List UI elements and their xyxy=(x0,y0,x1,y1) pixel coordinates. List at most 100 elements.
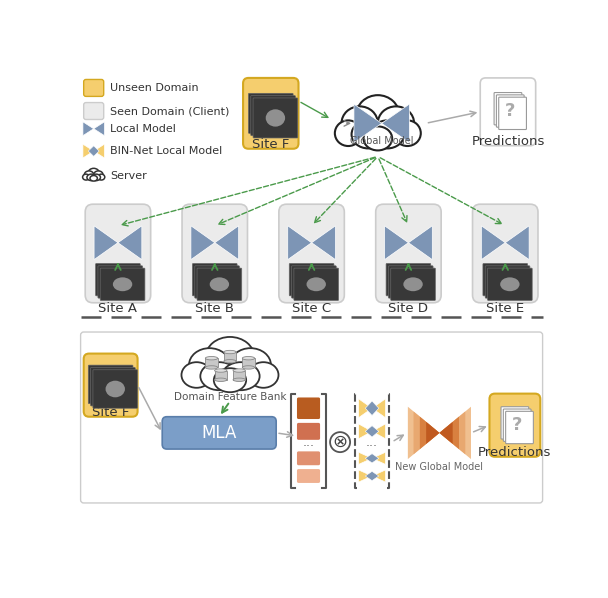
FancyBboxPatch shape xyxy=(391,268,435,300)
Polygon shape xyxy=(372,424,385,439)
Ellipse shape xyxy=(364,126,392,151)
Ellipse shape xyxy=(87,174,95,181)
FancyBboxPatch shape xyxy=(250,96,295,136)
FancyBboxPatch shape xyxy=(496,95,524,127)
FancyBboxPatch shape xyxy=(85,204,151,303)
FancyBboxPatch shape xyxy=(195,266,240,298)
Ellipse shape xyxy=(222,362,260,390)
Text: Site D: Site D xyxy=(389,303,429,315)
Polygon shape xyxy=(288,226,311,260)
FancyBboxPatch shape xyxy=(84,353,137,417)
Ellipse shape xyxy=(113,277,133,291)
FancyBboxPatch shape xyxy=(294,268,339,300)
Polygon shape xyxy=(88,146,99,156)
Polygon shape xyxy=(359,399,372,418)
Polygon shape xyxy=(426,422,440,444)
Polygon shape xyxy=(365,426,379,437)
Polygon shape xyxy=(365,471,379,481)
Polygon shape xyxy=(384,226,409,260)
FancyBboxPatch shape xyxy=(376,204,441,303)
Polygon shape xyxy=(505,226,529,260)
Polygon shape xyxy=(83,122,94,136)
Text: Local Model: Local Model xyxy=(110,124,176,134)
FancyBboxPatch shape xyxy=(499,97,527,130)
Text: ...: ... xyxy=(303,435,314,448)
Text: Global Model: Global Model xyxy=(350,136,413,146)
Ellipse shape xyxy=(200,362,238,390)
Ellipse shape xyxy=(83,174,89,180)
Ellipse shape xyxy=(90,176,97,181)
Text: Site F: Site F xyxy=(92,407,130,419)
Bar xyxy=(233,371,246,380)
Ellipse shape xyxy=(215,369,227,372)
Ellipse shape xyxy=(342,106,378,140)
Ellipse shape xyxy=(233,378,246,382)
Text: Site F: Site F xyxy=(252,138,289,151)
Ellipse shape xyxy=(210,277,229,291)
FancyBboxPatch shape xyxy=(483,264,528,296)
Text: Predictions: Predictions xyxy=(471,135,545,148)
Polygon shape xyxy=(440,407,471,459)
Bar xyxy=(243,358,255,367)
Polygon shape xyxy=(408,407,440,459)
Ellipse shape xyxy=(215,378,227,382)
FancyBboxPatch shape xyxy=(84,103,104,120)
Text: Predictions: Predictions xyxy=(478,447,551,459)
Ellipse shape xyxy=(206,337,254,377)
FancyBboxPatch shape xyxy=(389,266,433,298)
Ellipse shape xyxy=(243,356,255,360)
Ellipse shape xyxy=(206,366,218,369)
Text: Unseen Domain: Unseen Domain xyxy=(110,83,198,93)
Ellipse shape xyxy=(214,368,246,392)
FancyBboxPatch shape xyxy=(289,264,334,296)
Ellipse shape xyxy=(500,277,520,291)
Polygon shape xyxy=(372,470,385,482)
Bar xyxy=(224,352,236,361)
Text: BIN-Net Local Model: BIN-Net Local Model xyxy=(110,146,222,156)
Text: ...: ... xyxy=(366,435,378,448)
Polygon shape xyxy=(191,226,215,260)
FancyBboxPatch shape xyxy=(472,204,538,303)
FancyBboxPatch shape xyxy=(506,411,533,444)
FancyBboxPatch shape xyxy=(501,407,529,439)
Text: ?: ? xyxy=(505,102,516,120)
FancyBboxPatch shape xyxy=(88,365,133,404)
Polygon shape xyxy=(354,104,382,142)
Polygon shape xyxy=(359,452,372,465)
Polygon shape xyxy=(365,401,379,416)
Bar xyxy=(206,358,218,367)
Ellipse shape xyxy=(224,350,236,354)
Text: Seen Domain (Client): Seen Domain (Client) xyxy=(110,106,229,116)
Ellipse shape xyxy=(335,120,362,146)
FancyBboxPatch shape xyxy=(253,98,298,138)
FancyBboxPatch shape xyxy=(297,469,320,483)
FancyBboxPatch shape xyxy=(297,451,320,465)
Polygon shape xyxy=(94,122,105,136)
FancyBboxPatch shape xyxy=(243,78,299,149)
Ellipse shape xyxy=(403,277,423,291)
Ellipse shape xyxy=(85,171,94,179)
Ellipse shape xyxy=(92,174,100,181)
Ellipse shape xyxy=(306,277,326,291)
Polygon shape xyxy=(440,417,459,449)
Ellipse shape xyxy=(378,106,414,140)
Polygon shape xyxy=(420,417,440,449)
Ellipse shape xyxy=(224,359,236,363)
Ellipse shape xyxy=(206,356,218,360)
Text: Site E: Site E xyxy=(486,303,524,315)
Ellipse shape xyxy=(266,109,285,127)
Ellipse shape xyxy=(181,362,212,388)
Polygon shape xyxy=(94,226,118,260)
FancyBboxPatch shape xyxy=(480,78,536,146)
FancyBboxPatch shape xyxy=(297,398,320,419)
FancyBboxPatch shape xyxy=(279,204,344,303)
Ellipse shape xyxy=(351,120,385,148)
FancyBboxPatch shape xyxy=(98,266,143,298)
Circle shape xyxy=(330,432,350,452)
Ellipse shape xyxy=(248,362,278,388)
Polygon shape xyxy=(83,144,94,158)
Polygon shape xyxy=(440,422,453,444)
FancyBboxPatch shape xyxy=(485,266,530,298)
Ellipse shape xyxy=(243,366,255,369)
Ellipse shape xyxy=(356,95,399,135)
